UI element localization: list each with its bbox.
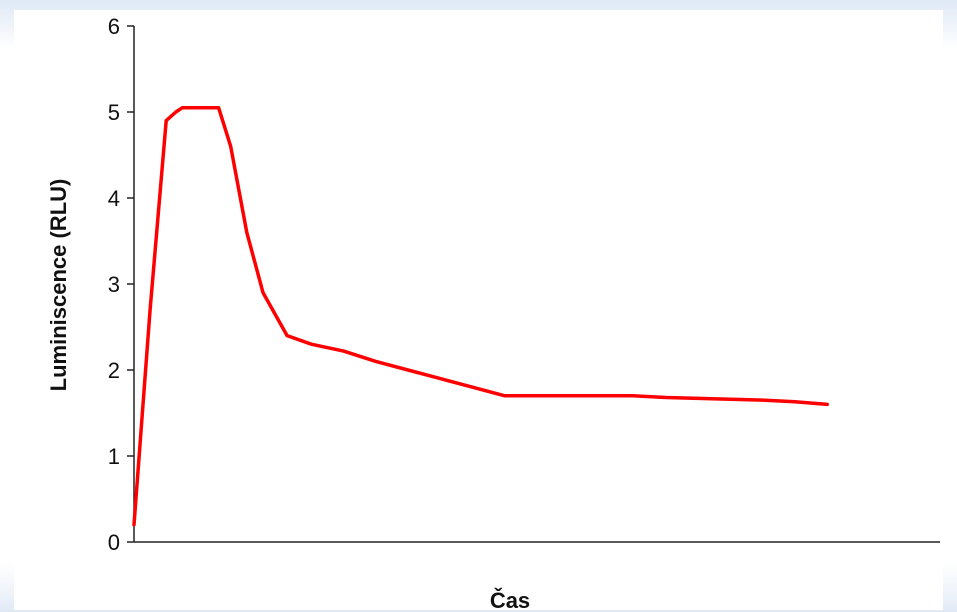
y-ticks: 0 1 2 3 4 5 6	[108, 14, 134, 555]
axes	[133, 26, 940, 543]
y-tick-label: 4	[108, 186, 120, 211]
y-tick-label: 3	[108, 272, 120, 297]
series-line-0	[132, 105, 829, 527]
series-layer	[132, 105, 829, 527]
x-axis-title: Čas	[490, 588, 530, 612]
y-tick-label: 0	[108, 530, 120, 555]
y-axis-title: Luminiscence (RLU)	[46, 179, 71, 392]
y-tick-label: 2	[108, 358, 120, 383]
chart-frame	[14, 10, 943, 610]
y-tick-label: 1	[108, 444, 120, 469]
y-tick-label: 5	[108, 100, 120, 125]
y-tick-label: 6	[108, 14, 120, 39]
